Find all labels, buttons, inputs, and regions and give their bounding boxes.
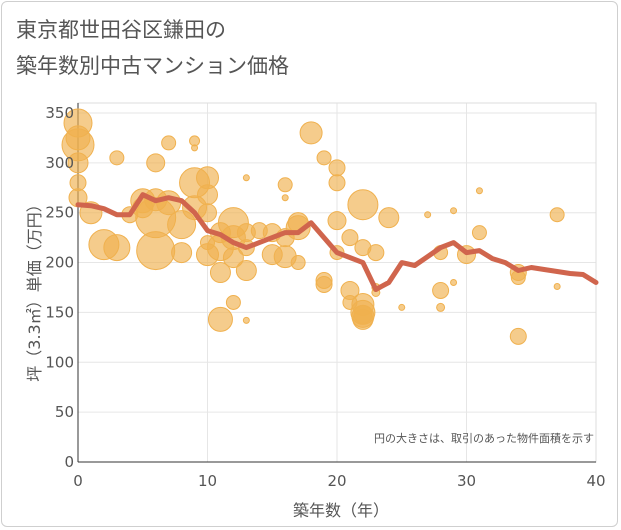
data-bubble — [328, 159, 346, 177]
x-tick-label: 30 — [457, 472, 476, 490]
data-bubble — [367, 244, 385, 262]
data-bubble — [353, 304, 373, 324]
data-bubble — [109, 150, 125, 166]
y-axis-title: 坪（3.3㎡）単価（万円） — [25, 196, 44, 381]
data-bubble — [327, 211, 347, 231]
data-bubble — [315, 275, 333, 293]
data-bubble — [328, 174, 346, 192]
data-bubble — [242, 174, 250, 182]
data-bubble — [67, 152, 89, 174]
average-line-path — [75, 192, 599, 292]
data-bubble — [146, 153, 166, 173]
data-bubble — [225, 294, 241, 310]
data-bubble — [161, 135, 177, 151]
data-bubble — [103, 234, 131, 262]
x-tick-label: 10 — [198, 472, 217, 490]
y-tick-label: 0 — [64, 453, 74, 471]
data-bubble — [347, 189, 379, 221]
size-note: 円の大きさは、取引のあった物件面積を示す — [374, 431, 594, 445]
data-bubble — [222, 247, 244, 269]
y-tick-label: 100 — [45, 353, 74, 371]
data-bubble — [432, 281, 450, 299]
y-tick-label: 300 — [45, 154, 74, 172]
data-bubble — [398, 303, 406, 311]
data-bubble — [378, 207, 400, 229]
data-bubble — [341, 229, 359, 247]
data-bubble — [171, 242, 193, 264]
data-bubble — [299, 121, 323, 145]
data-bubble — [207, 306, 233, 332]
y-tick-label: 50 — [55, 403, 74, 421]
data-bubble — [242, 316, 250, 324]
y-tick-label: 200 — [45, 254, 74, 272]
x-tick-labels: 0 10 20 30 40 — [73, 472, 605, 490]
data-bubble — [198, 203, 217, 223]
data-bubble — [197, 184, 218, 206]
data-bubble — [316, 150, 332, 166]
average-price-line — [75, 192, 599, 292]
data-bubble — [136, 231, 176, 271]
data-bubble — [277, 177, 293, 193]
data-bubble — [281, 194, 289, 202]
chart-title: 東京都世田谷区鎌田の 築年数別中古マンション価格 — [16, 18, 289, 78]
data-bubble — [471, 225, 487, 241]
data-bubble — [450, 279, 458, 286]
data-bubble — [436, 302, 446, 312]
data-bubble — [424, 211, 432, 219]
data-bubble — [553, 282, 561, 290]
data-bubble — [450, 207, 458, 215]
y-tick-label: 150 — [45, 303, 74, 321]
x-tick-label: 0 — [73, 472, 83, 490]
y-tick-label: 250 — [45, 204, 74, 222]
y-tick-labels: 0 50 100 150 200 250 300 350 — [45, 104, 74, 471]
data-bubble — [475, 187, 483, 195]
data-bubble — [549, 207, 565, 223]
y-tick-label: 350 — [45, 104, 74, 122]
data-bubble — [235, 260, 257, 282]
x-axis-title: 築年数（年） — [293, 501, 389, 520]
x-tick-label: 20 — [327, 472, 346, 490]
data-bubble — [209, 262, 231, 284]
x-tick-label: 40 — [586, 472, 605, 490]
data-bubble — [509, 327, 527, 345]
data-bubble — [290, 255, 306, 271]
data-bubble — [191, 144, 199, 152]
